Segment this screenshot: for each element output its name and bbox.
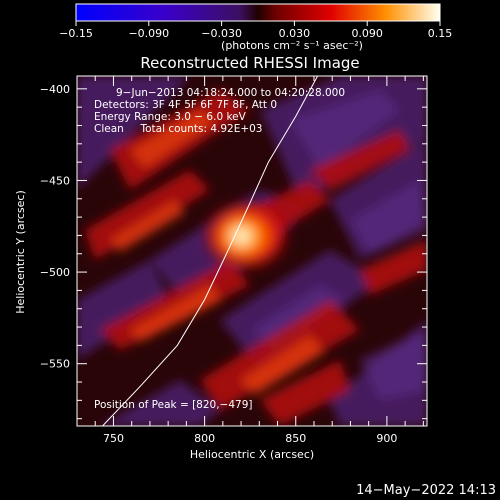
axes: 750 800 850 900 −400 −450 −500 −550 xyxy=(40,76,427,445)
chart-title: Reconstructed RHESSI Image xyxy=(140,54,359,72)
x-tick-label: 800 xyxy=(194,432,215,445)
annotation-time-range: 9−Jun−2013 04:18:24.000 to 04:20:28.000 xyxy=(116,87,345,99)
colorbar-gradient xyxy=(75,3,441,22)
plot-frame xyxy=(76,75,428,427)
colorbar: −0.15 −0.090 −0.030 0.030 0.090 0.15 (photons… xyxy=(59,3,452,52)
heatmap-image xyxy=(77,76,427,426)
annotation-detectors: Detectors: 3F 4F 5F 6F 7F 8F, Att 0 xyxy=(94,99,277,111)
x-tick-label: 850 xyxy=(285,432,306,445)
x-tick-label: 900 xyxy=(376,432,397,445)
timestamp: 14−May−2022 14:13 xyxy=(356,483,496,498)
annotation-energy-range: Energy Range: 3.0 − 6.0 keV xyxy=(94,111,247,123)
y-tick-label: −400 xyxy=(40,83,70,96)
annotation-peak-position: Position of Peak = [820,−479] xyxy=(94,399,253,411)
solar-limb-curve xyxy=(102,76,319,426)
y-axis-label: Heliocentric Y (arcsec) xyxy=(14,190,27,314)
colorbar-tick-label: 0.090 xyxy=(351,27,383,40)
colorbar-tick-label: 0.030 xyxy=(279,27,311,40)
colorbar-tick-label: −0.030 xyxy=(201,27,242,40)
y-tick-label: −450 xyxy=(40,174,70,187)
y-tick-label: −550 xyxy=(40,358,70,371)
y-tick-label: −500 xyxy=(40,266,70,279)
colorbar-tick-label: −0.15 xyxy=(59,27,93,40)
annotation-block: 9−Jun−2013 04:18:24.000 to 04:20:28.000 … xyxy=(94,87,345,411)
x-axis-label: Heliocentric X (arcsec) xyxy=(190,448,314,461)
x-tick-label: 750 xyxy=(103,432,124,445)
colorbar-tick-label: −0.090 xyxy=(128,27,169,40)
annotation-counts: Clean Total counts: 4.92E+03 xyxy=(94,123,263,135)
colorbar-unit-label: (photons cm⁻² s⁻¹ asec⁻²) xyxy=(221,39,363,52)
colorbar-ticks: −0.15 −0.090 −0.030 0.030 0.090 0.15 xyxy=(59,21,452,40)
colorbar-tick-label: 0.15 xyxy=(428,27,453,40)
